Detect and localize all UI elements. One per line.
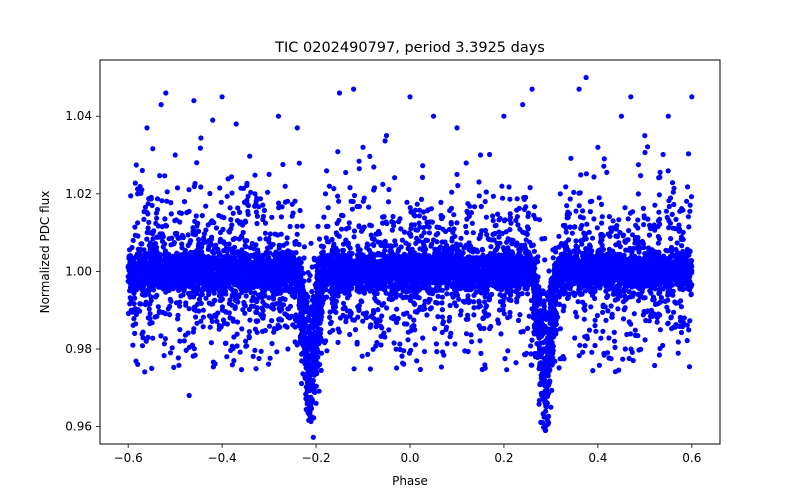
data-points: [125, 74, 695, 440]
data-point: [412, 266, 418, 272]
data-point: [273, 249, 279, 255]
data-point: [444, 282, 450, 288]
data-point: [209, 255, 215, 261]
data-point: [603, 288, 609, 294]
data-point: [129, 267, 135, 273]
data-point: [131, 261, 137, 267]
data-point: [498, 262, 504, 268]
data-point: [324, 253, 330, 259]
data-point: [668, 273, 674, 279]
data-point: [524, 291, 531, 297]
data-point: [252, 290, 258, 296]
data-point: [467, 258, 473, 264]
data-point: [281, 287, 287, 293]
data-point: [232, 288, 238, 294]
data-point: [456, 285, 462, 291]
data-point: [658, 270, 665, 276]
data-point: [135, 265, 141, 272]
chart-title: TIC 0202490797, period 3.3925 days: [274, 40, 545, 56]
data-point: [483, 274, 489, 280]
data-point: [626, 289, 632, 295]
data-point: [541, 303, 547, 309]
data-point: [541, 298, 547, 304]
data-point: [170, 253, 176, 259]
data-point: [196, 253, 202, 259]
data-point: [678, 280, 684, 286]
data-point: [623, 271, 629, 277]
data-point: [207, 260, 213, 266]
data-point: [127, 259, 133, 265]
data-point: [369, 267, 375, 273]
data-point: [182, 247, 188, 253]
data-point: [245, 255, 251, 261]
data-point: [671, 276, 677, 282]
data-point: [648, 290, 654, 296]
data-point: [340, 247, 346, 253]
data-point: [489, 291, 495, 297]
data-point: [395, 253, 401, 259]
data-point: [248, 289, 254, 295]
data-point: [243, 288, 249, 294]
data-point: [398, 292, 404, 298]
data-point: [582, 288, 588, 294]
data-point: [617, 281, 623, 287]
